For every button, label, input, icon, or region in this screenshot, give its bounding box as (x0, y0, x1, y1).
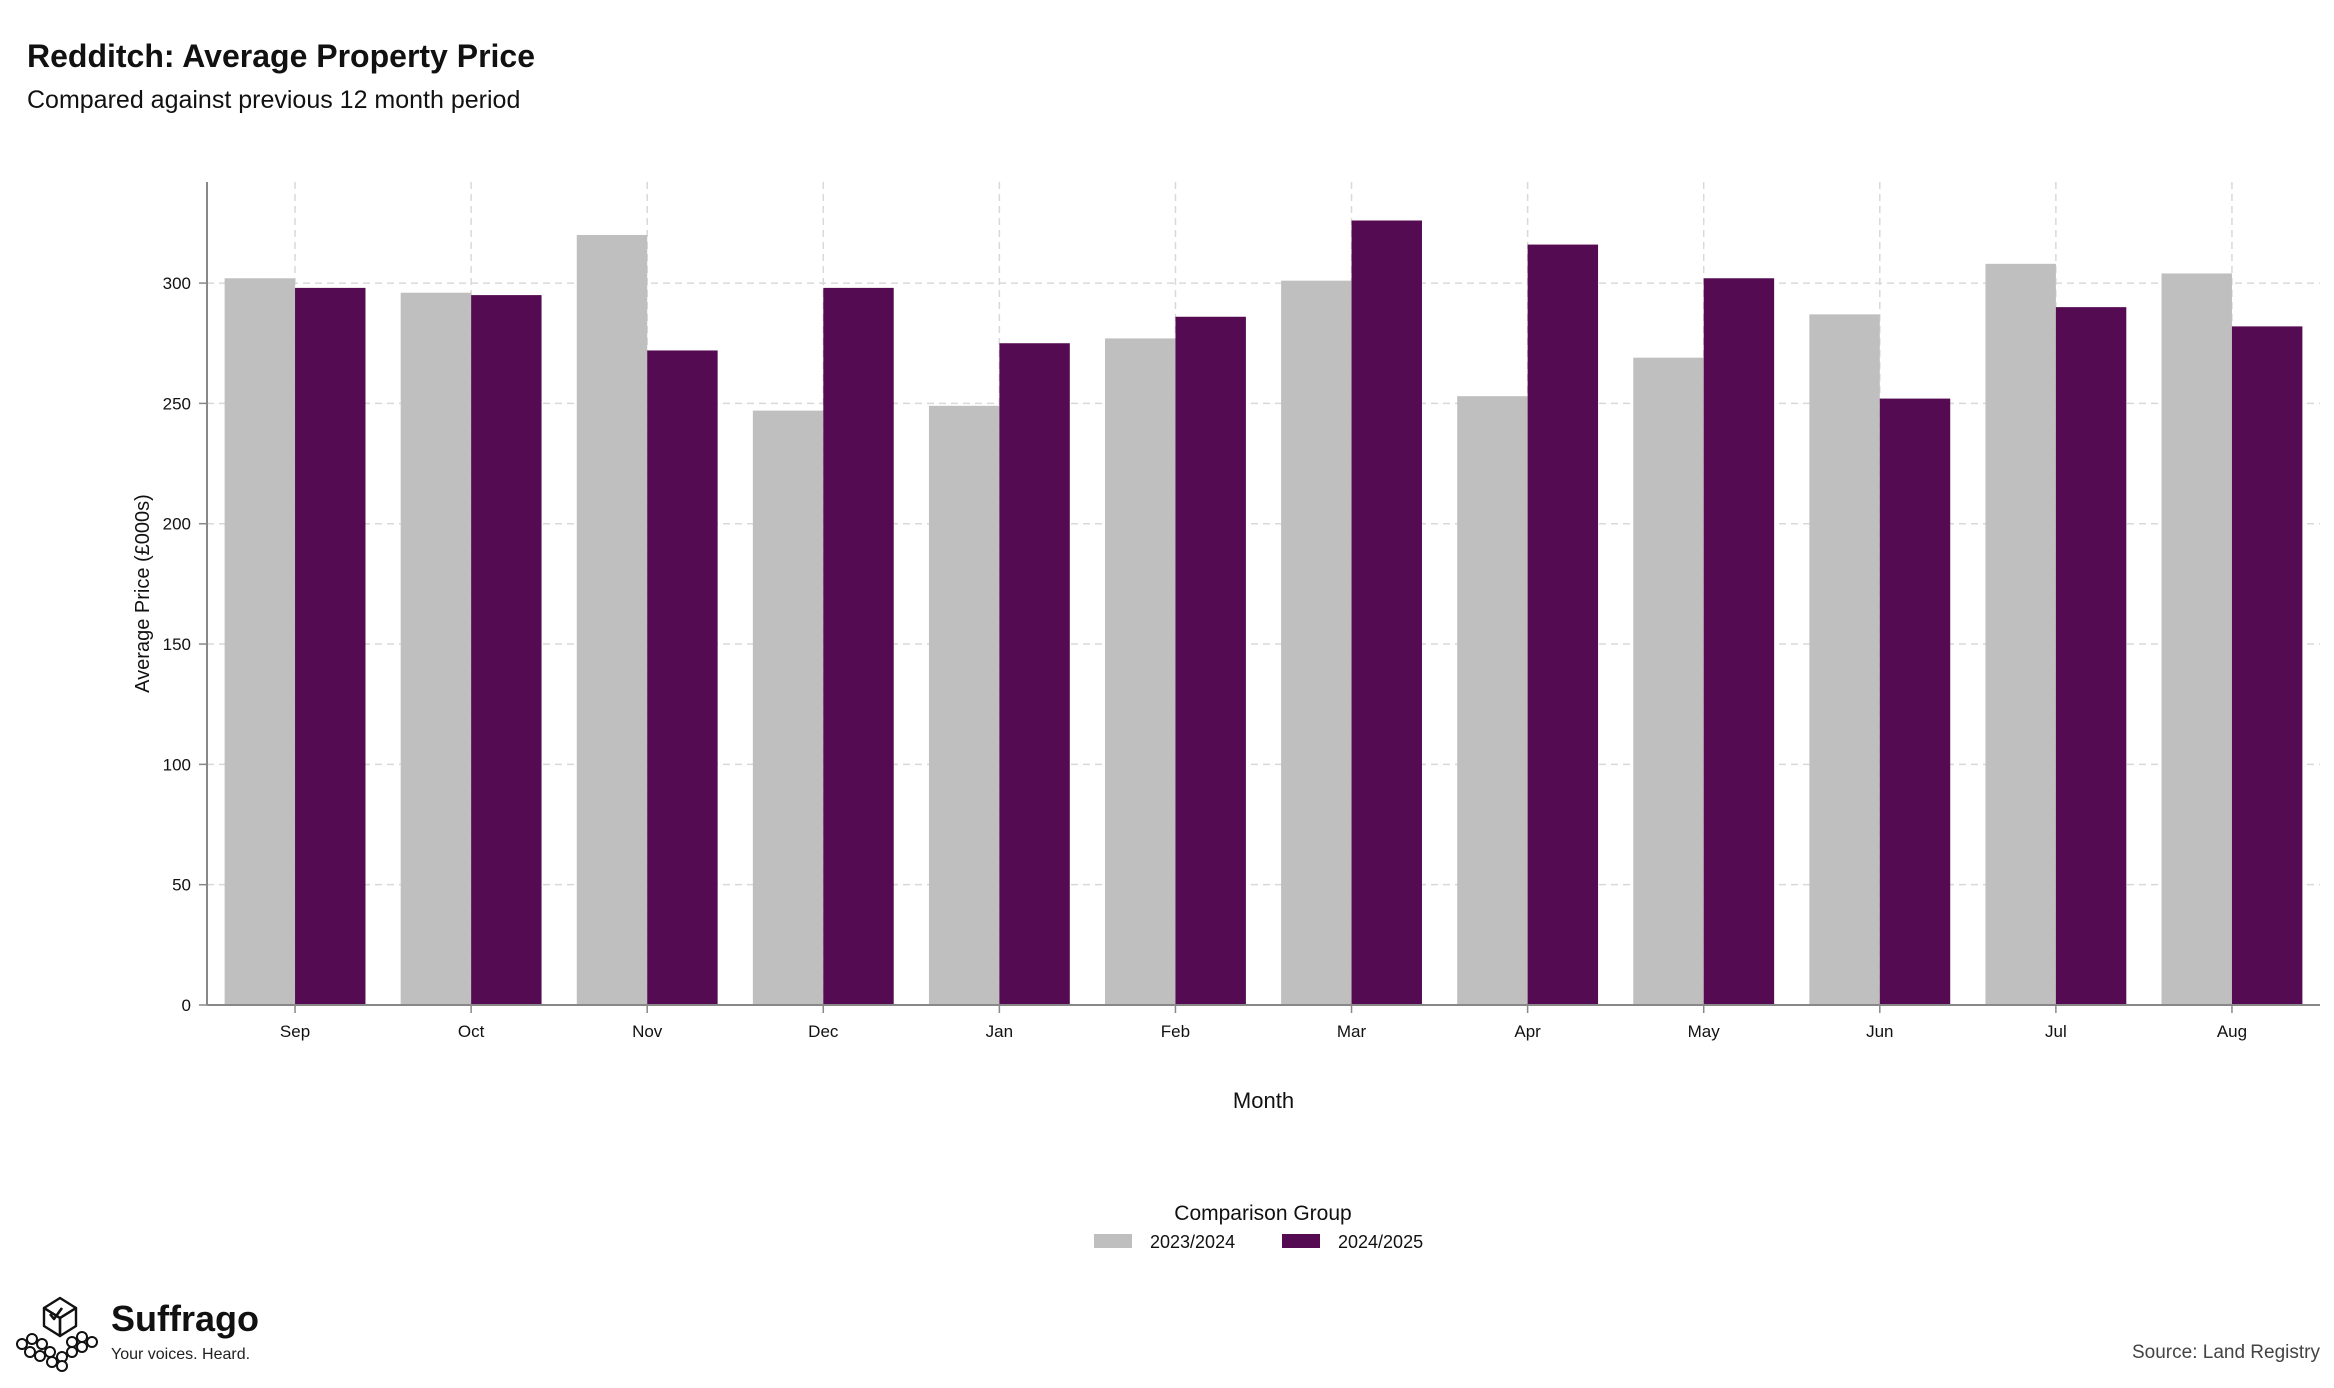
bar-2023-2024-jul (1985, 263, 2056, 1005)
bar-2023-2024-apr (1457, 396, 1528, 1006)
bar-2024-2025-nov (647, 350, 718, 1005)
source-note: Source: Land Registry (2132, 1342, 2320, 1363)
y-tick-label: 200 (163, 515, 191, 534)
bar-2023-2024-dec (752, 410, 824, 1006)
bar-2023-2024-may (1633, 357, 1704, 1006)
bar-2023-2024-aug (2161, 273, 2232, 1005)
brand-logo: Suffrago Your voices. Heard. (14, 1294, 274, 1374)
legend-swatch (1094, 1234, 1132, 1248)
x-tick-label: Nov (632, 1022, 663, 1041)
bars (224, 220, 2303, 1006)
x-tick-label: Oct (458, 1022, 485, 1041)
x-tick-label: Dec (808, 1022, 839, 1041)
y-axis-title: Average Price (£000s) (132, 494, 154, 693)
bar-2024-2025-sep (295, 287, 366, 1005)
bar-2023-2024-sep (224, 278, 296, 1005)
x-tick-label: Mar (1337, 1022, 1367, 1041)
legend: Comparison Group 2023/2024 2024/2025 (1094, 1202, 1423, 1252)
bar-2024-2025-dec (823, 287, 894, 1005)
bar-2024-2025-jul (2055, 307, 2127, 1005)
x-tick-label: Jan (986, 1022, 1013, 1041)
bar-2023-2024-feb (1105, 338, 1176, 1006)
x-axis-title: Month (1233, 1088, 1294, 1113)
bar-2024-2025-jan (999, 343, 1070, 1006)
bar-2023-2024-jan (928, 405, 1000, 1006)
legend-label: 2023/2024 (1150, 1232, 1235, 1252)
y-tick-label: 50 (172, 876, 191, 895)
axes (199, 182, 2320, 1013)
y-tick-label: 250 (163, 394, 191, 413)
x-tick-label: Sep (280, 1022, 310, 1041)
bar-2023-2024-mar (1281, 280, 1352, 1005)
bar-2023-2024-jun (1809, 314, 1880, 1006)
legend-label: 2024/2025 (1338, 1232, 1423, 1252)
y-tick-label: 100 (163, 755, 191, 774)
axis-labels: 0 50 100 150 200 250 300 Sep Oct Nov Dec Jan Feb Mar A… (132, 274, 2247, 1113)
x-tick-label: May (1688, 1022, 1721, 1041)
chart-subtitle: Compared against previous 12 month perio… (27, 86, 521, 114)
bar-2024-2025-may (1703, 278, 1775, 1005)
bar-2023-2024-nov (576, 234, 648, 1005)
ballot-box-icon (16, 1296, 98, 1372)
x-tick-label: Aug (2217, 1022, 2247, 1041)
bar-2024-2025-mar (1351, 220, 1422, 1005)
bar-2024-2025-aug (2231, 326, 2303, 1005)
chart-title: Redditch: Average Property Price (27, 38, 536, 74)
legend-title: Comparison Group (1174, 1202, 1351, 1225)
bar-2024-2025-jun (1879, 398, 1951, 1005)
y-tick-label: 150 (163, 635, 191, 654)
y-tick-label: 300 (163, 274, 191, 293)
x-tick-label: Feb (1161, 1022, 1190, 1041)
bar-2023-2024-oct (400, 292, 472, 1005)
bar-2024-2025-feb (1175, 316, 1246, 1005)
bar-2024-2025-oct (471, 295, 542, 1006)
y-tick-label: 0 (182, 996, 191, 1015)
brand-tagline: Your voices. Heard. (111, 1346, 251, 1363)
legend-swatch (1282, 1234, 1320, 1248)
x-tick-label: Apr (1514, 1022, 1541, 1041)
x-tick-label: Jul (2045, 1022, 2067, 1041)
x-tick-label: Jun (1866, 1022, 1893, 1041)
bar-2024-2025-apr (1527, 244, 1599, 1005)
brand-name: Suffrago (111, 1298, 259, 1339)
